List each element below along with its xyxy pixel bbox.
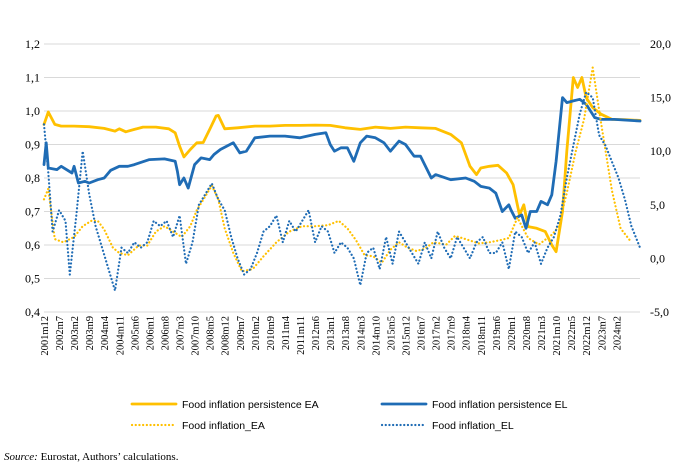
x-tick-label: 2004m11 (115, 316, 126, 355)
x-tick-label: 2008m5 (206, 316, 217, 350)
x-tick-label: 2019m6 (492, 316, 503, 350)
x-tick-label: 2011m11 (296, 316, 307, 355)
chart: 0,4 0,5 0,6 0,7 0,8 0,9 1,0 1,1 1,2 -5,0 0,0 5,0 10… (25, 37, 671, 432)
x-tick-label: 2022m5 (567, 316, 578, 350)
left-y-axis: 0,4 0,5 0,6 0,7 0,8 0,9 1,0 1,1 1,2 (25, 37, 40, 319)
y-left-tick-label: 0,7 (25, 205, 40, 219)
x-tick-label: 2010m9 (266, 316, 277, 350)
right-y-axis: -5,0 0,0 5,0 10,0 15,0 20,0 (650, 37, 671, 319)
source-note: Source: Eurostat, Authors’ calculations. (4, 451, 178, 463)
y-left-tick-label: 0,8 (25, 171, 40, 185)
x-tick-label: 2005m6 (130, 316, 141, 350)
series-line-food-inflation-ea (42, 66, 633, 273)
x-tick-label: 2004m4 (100, 315, 111, 350)
legend: Food inflation persistence EA Food inflat… (130, 399, 568, 432)
y-right-tick-label: 15,0 (650, 91, 671, 105)
x-tick-label: 2013m1 (326, 316, 337, 350)
y-right-tick-label: 5,0 (650, 198, 665, 212)
y-right-tick-label: 20,0 (650, 37, 671, 51)
y-left-tick-label: 0,5 (25, 272, 40, 286)
x-tick-label: 2011m4 (281, 315, 292, 350)
y-left-tick-label: 0,9 (25, 138, 40, 152)
gridlines (44, 43, 640, 313)
legend-label: Food inflation persistence EL (432, 399, 568, 411)
x-tick-label: 2007m3 (176, 316, 187, 350)
x-tick-label: 2021m3 (537, 316, 548, 350)
x-tick-label: 2012m6 (311, 316, 322, 350)
x-tick-label: 2006m1 (145, 316, 156, 350)
x-tick-label: 2021m10 (552, 316, 563, 356)
y-left-tick-label: 1,0 (25, 104, 40, 118)
x-tick-label: 2016m7 (417, 316, 428, 350)
x-tick-label: 2006m8 (160, 316, 171, 350)
x-tick-label: 2002m7 (55, 316, 66, 350)
x-tick-label: 2014m3 (356, 316, 367, 350)
x-tick-label: 2023m7 (597, 316, 608, 350)
y-left-tick-label: 1,2 (25, 37, 40, 51)
y-left-tick-label: 0,4 (25, 305, 40, 319)
x-tick-label: 2015m12 (401, 316, 412, 356)
x-tick-label: 2007m10 (191, 316, 202, 356)
x-tick-label: 2014m10 (371, 316, 382, 356)
series-line-food-inflation-persistence-el (42, 96, 642, 230)
x-tick-label: 2001m12 (40, 316, 51, 356)
y-left-tick-label: 0,6 (25, 238, 40, 252)
x-tick-label: 2009m7 (236, 316, 247, 350)
source-label: Source: (4, 451, 38, 463)
x-tick-label: 2015m5 (386, 316, 397, 350)
x-tick-label: 2020m1 (507, 316, 518, 350)
series-lines (42, 66, 642, 292)
legend-label: Food inflation_EA (182, 420, 265, 432)
series-line-food-inflation-persistence-ea (42, 76, 642, 254)
y-right-tick-label: 0,0 (650, 251, 665, 265)
x-tick-label: 2018m11 (477, 316, 488, 355)
legend-label: Food inflation_EL (432, 420, 514, 432)
x-tick-label: 2020m8 (522, 316, 533, 350)
x-tick-label: 2003m9 (85, 316, 96, 350)
x-tick-label: 2008m12 (221, 316, 232, 356)
x-tick-label: 2010m2 (251, 316, 262, 350)
x-axis: 2001m12 2002m7 2003m2 2003m9 2004m4 2004m11 20… (40, 315, 623, 355)
source-text: Eurostat, Authors’ calculations. (37, 451, 179, 463)
x-tick-label: 2017m9 (447, 316, 458, 350)
x-tick-label: 2013m8 (341, 316, 352, 350)
x-tick-label: 2003m2 (70, 316, 81, 350)
x-tick-label: 2018m4 (462, 315, 473, 350)
series-line-food-inflation-el (42, 91, 642, 292)
y-right-tick-label: 10,0 (650, 144, 671, 158)
x-tick-label: 2017m2 (432, 316, 443, 350)
y-left-tick-label: 1,1 (25, 71, 40, 85)
legend-label: Food inflation persistence EA (182, 399, 319, 411)
x-tick-label: 2022m12 (582, 316, 593, 356)
y-right-tick-label: -5,0 (650, 305, 669, 319)
x-tick-label: 2024m2 (612, 316, 623, 350)
